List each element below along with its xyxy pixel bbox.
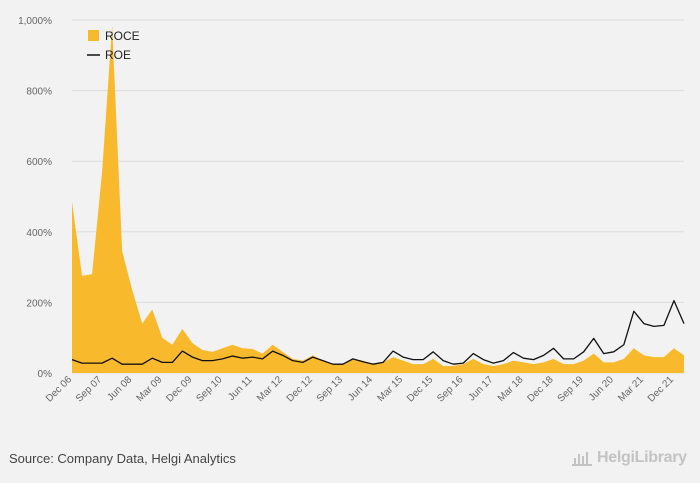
- legend-label-roe: ROE: [105, 48, 131, 62]
- library-icon: [572, 452, 592, 466]
- roce-roe-chart: 0% 200% 400% 600% 800% 1,000% Dec 06 Sep 07 Jun…: [18, 16, 685, 405]
- x-tick-label: Mar 09: [135, 374, 165, 404]
- roce-area: [72, 25, 684, 374]
- y-tick-label: 1,000%: [18, 16, 52, 27]
- x-tick-label: Jun 14: [346, 374, 375, 403]
- x-tick-label: Sep 07: [74, 374, 104, 404]
- x-tick-label: Sep 13: [315, 374, 345, 404]
- y-axis: 0% 200% 400% 600% 800% 1,000%: [18, 16, 52, 380]
- legend-label-roce: ROCE: [105, 29, 140, 43]
- roe-line-layer: [71, 299, 685, 365]
- roce-area-layer: [72, 25, 684, 374]
- x-tick-label: Dec 12: [285, 374, 315, 404]
- x-tick-label: Dec 15: [405, 374, 435, 404]
- y-tick-label: 400%: [26, 228, 52, 239]
- x-tick-label: Mar 18: [496, 374, 526, 404]
- x-tick-label: Jun 17: [466, 374, 495, 403]
- brand-logo[interactable]: HelgiLibrary: [571, 449, 687, 467]
- x-tick-label: Dec 18: [526, 374, 556, 404]
- y-tick-label: 600%: [26, 157, 52, 168]
- x-tick-label: Dec 09: [164, 374, 194, 404]
- legend: ROCE ROE: [87, 29, 140, 62]
- x-tick-label: Mar 21: [616, 374, 646, 404]
- x-tick-label: Jun 08: [105, 374, 134, 403]
- x-tick-label: Mar 12: [255, 374, 285, 404]
- brand-name: HelgiLibrary: [597, 449, 687, 466]
- source-note: Source: Company Data, Helgi Analytics: [9, 451, 236, 466]
- x-tick-label: Sep 10: [194, 374, 224, 404]
- x-tick-label: Jun 20: [587, 374, 616, 403]
- x-axis: Dec 06 Sep 07 Jun 08 Mar 09 Dec 09 Sep 10 Jun …: [44, 374, 676, 405]
- roe-line: [71, 299, 685, 365]
- x-tick-label: Dec 21: [646, 374, 676, 404]
- x-tick-label: Mar 15: [375, 374, 405, 404]
- legend-swatch-roce: [88, 30, 99, 41]
- y-tick-label: 200%: [26, 298, 52, 309]
- x-tick-label: Jun 11: [226, 374, 255, 403]
- x-tick-label: Sep 16: [435, 374, 465, 404]
- y-tick-label: 0%: [38, 369, 53, 380]
- x-tick-label: Sep 19: [556, 374, 586, 404]
- gridlines: [72, 19, 684, 374]
- y-tick-label: 800%: [26, 87, 52, 98]
